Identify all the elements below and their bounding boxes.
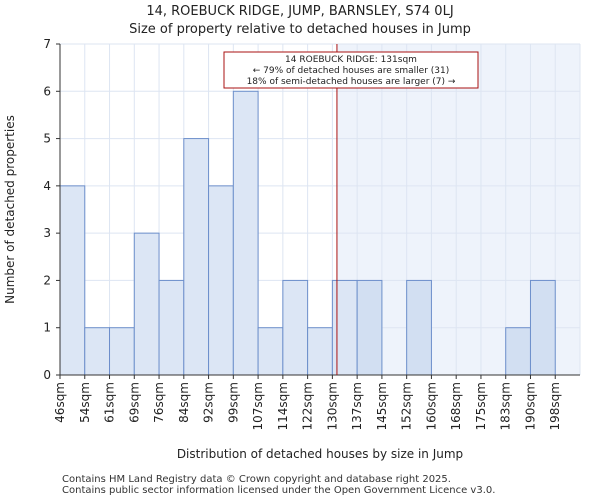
- y-tick-label: 5: [43, 132, 51, 146]
- y-tick-label: 4: [43, 179, 51, 193]
- x-tick-label: 190sqm: [523, 382, 537, 430]
- bar-152sqm: [406, 279, 432, 376]
- bar-46sqm: [59, 185, 86, 376]
- x-tick-label: 137sqm: [350, 382, 364, 430]
- chart-title: 14, ROEBUCK RIDGE, JUMP, BARNSLEY, S74 0…: [146, 4, 454, 19]
- bar-183sqm: [505, 327, 531, 376]
- x-tick-label: 152sqm: [400, 382, 414, 430]
- bar-76sqm: [158, 279, 185, 376]
- bar-84sqm: [183, 138, 210, 376]
- y-tick-label: 1: [43, 321, 51, 335]
- x-axis-label: Distribution of detached houses by size …: [177, 447, 463, 461]
- y-tick-label: 6: [43, 84, 51, 98]
- bar-137sqm: [356, 279, 383, 376]
- x-tick-label: 61sqm: [103, 382, 117, 423]
- x-tick-label: 183sqm: [499, 382, 513, 430]
- y-tick-label: 2: [43, 273, 51, 287]
- y-tick-label: 3: [43, 226, 51, 240]
- bar-114sqm: [282, 279, 309, 376]
- bar-107sqm: [257, 327, 284, 376]
- chart-subtitle: Size of property relative to detached ho…: [129, 22, 471, 37]
- x-tick-label: 122sqm: [301, 382, 315, 430]
- x-tick-label: 99sqm: [226, 382, 240, 423]
- y-axis-label: Number of detached properties: [3, 115, 17, 304]
- annotation-line-1: 14 ROEBUCK RIDGE: 131sqm: [285, 55, 417, 65]
- x-tick-label: 168sqm: [449, 382, 463, 430]
- bar-190sqm: [529, 279, 556, 376]
- x-tick-label: 145sqm: [375, 382, 389, 430]
- bar-61sqm: [109, 327, 135, 376]
- x-tick-label: 46sqm: [53, 382, 67, 423]
- x-tick-label: 84sqm: [177, 382, 191, 423]
- x-tick-label: 107sqm: [251, 382, 265, 430]
- x-tick-label: 175sqm: [474, 382, 488, 430]
- bar-99sqm: [232, 90, 259, 376]
- x-tick-label: 54sqm: [78, 382, 92, 423]
- x-tick-label: 160sqm: [424, 382, 438, 430]
- annotation-line-3: 18% of semi-detached houses are larger (…: [247, 77, 456, 87]
- bar-54sqm: [84, 327, 111, 376]
- bar-69sqm: [133, 232, 160, 376]
- annotation-line-2: ← 79% of detached houses are smaller (31…: [253, 66, 450, 76]
- footer-attribution-2: Contains public sector information licen…: [62, 485, 496, 496]
- bar-122sqm: [307, 327, 333, 376]
- footer-attribution-1: Contains HM Land Registry data © Crown c…: [62, 474, 451, 485]
- x-tick-label: 114sqm: [276, 382, 290, 430]
- bar-130sqm: [331, 279, 358, 376]
- annotation-box: [223, 51, 479, 89]
- x-tick-label: 69sqm: [127, 382, 141, 423]
- x-tick-label: 76sqm: [152, 382, 166, 423]
- y-tick-label: 0: [43, 368, 51, 382]
- x-tick-label: 198sqm: [548, 382, 562, 430]
- bar-92sqm: [208, 185, 234, 376]
- y-tick-label: 7: [43, 37, 51, 51]
- x-tick-label: 92sqm: [202, 382, 216, 423]
- x-tick-label: 130sqm: [325, 382, 339, 430]
